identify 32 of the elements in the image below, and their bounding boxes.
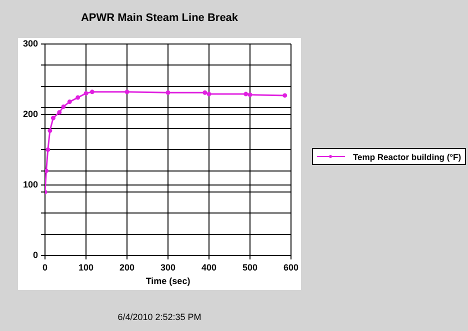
point bbox=[90, 90, 94, 94]
point bbox=[48, 128, 52, 133]
x-tick-label: 500 bbox=[242, 262, 258, 272]
x-tick-label: 600 bbox=[283, 262, 299, 272]
x-tick-label: 200 bbox=[119, 262, 135, 272]
x-tick-label: 100 bbox=[78, 262, 94, 272]
x-tick-label: 300 bbox=[160, 262, 176, 272]
point bbox=[282, 93, 288, 98]
point bbox=[45, 168, 48, 174]
y-tick-label: 100 bbox=[22, 179, 38, 190]
x-tick-label: 400 bbox=[201, 262, 217, 272]
point bbox=[84, 91, 88, 96]
x-tick-label: 0 bbox=[42, 262, 48, 272]
text: 6/4/2010 2:52:35 PM bbox=[116, 312, 202, 322]
y-tick-label: 300 bbox=[22, 38, 38, 48]
point bbox=[206, 92, 212, 96]
x-axis-title: Time (sec) bbox=[146, 276, 190, 286]
point bbox=[124, 90, 130, 94]
point bbox=[46, 147, 50, 152]
point bbox=[67, 100, 72, 104]
y-tick-label: 0 bbox=[33, 250, 38, 260]
legend-label: Temp Reactor building (°F) bbox=[353, 152, 462, 162]
point bbox=[50, 116, 56, 120]
point bbox=[244, 92, 248, 96]
point bbox=[57, 110, 62, 115]
point bbox=[76, 95, 80, 100]
point bbox=[202, 90, 208, 95]
point bbox=[61, 104, 66, 109]
point bbox=[166, 90, 170, 95]
chart-title: APWR Main Steam Line Break bbox=[80, 12, 240, 24]
point bbox=[248, 92, 252, 97]
y-tick-label: 200 bbox=[22, 108, 38, 119]
